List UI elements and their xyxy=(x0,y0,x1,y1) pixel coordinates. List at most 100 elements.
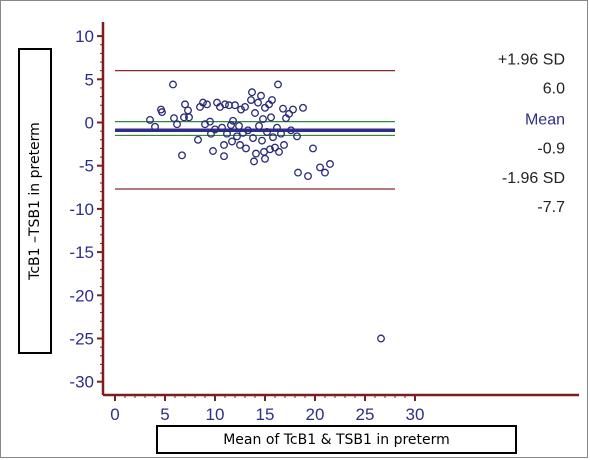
data-point xyxy=(218,123,226,132)
data-point xyxy=(267,113,275,122)
data-point xyxy=(263,128,271,136)
reference-lines xyxy=(115,70,395,190)
data-point xyxy=(257,91,265,100)
data-point xyxy=(203,100,211,109)
data-point xyxy=(185,113,193,122)
x-tick-label: 15 xyxy=(256,405,275,424)
y-tick-label: 0 xyxy=(85,114,94,133)
data-point xyxy=(252,149,260,158)
ref-name-label-2: -1.96 SD xyxy=(502,170,565,187)
data-point xyxy=(255,122,263,130)
data-point xyxy=(229,116,237,125)
data-point xyxy=(277,129,285,138)
data-point xyxy=(248,88,256,97)
data-point xyxy=(273,123,281,132)
data-point xyxy=(377,334,385,343)
y-tick-label: 5 xyxy=(85,70,94,89)
data-point xyxy=(254,98,262,107)
data-point xyxy=(271,143,279,152)
data-point xyxy=(275,147,283,156)
data-point xyxy=(242,144,250,153)
data-point xyxy=(178,151,186,160)
data-point xyxy=(244,126,252,135)
data-point xyxy=(184,106,192,115)
data-point xyxy=(309,144,317,153)
data-points xyxy=(146,80,385,343)
data-point xyxy=(169,80,177,89)
y-axis-label: TcB1 –TSB1 in preterm xyxy=(27,122,43,280)
data-point xyxy=(199,98,207,107)
data-point xyxy=(233,132,241,141)
ref-name-label-0: +1.96 SD xyxy=(498,52,565,69)
data-point xyxy=(247,96,255,104)
x-axis-label: Mean of TcB1 & TSB1 in preterm xyxy=(223,432,450,448)
y-tick-label: -25 xyxy=(69,330,94,349)
x-axis-label-box: Mean of TcB1 & TSB1 in preterm xyxy=(156,425,517,454)
data-point xyxy=(269,133,277,142)
x-tick-label: 0 xyxy=(110,405,119,424)
x-tick-labels: 0 5 10 15 20 25 30 xyxy=(110,395,424,424)
data-point xyxy=(223,129,231,138)
ref-value-label-1: -0.9 xyxy=(537,140,565,157)
data-point xyxy=(235,122,243,130)
data-point xyxy=(274,80,282,89)
data-point xyxy=(261,154,269,163)
data-point xyxy=(268,96,276,104)
data-point xyxy=(251,109,259,117)
data-point xyxy=(181,100,189,109)
y-tick-label: -30 xyxy=(69,373,94,392)
y-tick-label: -10 xyxy=(69,200,94,219)
data-point xyxy=(285,109,293,118)
data-point xyxy=(173,120,181,129)
x-tick-label: 25 xyxy=(356,405,375,424)
data-point xyxy=(299,103,307,112)
data-point xyxy=(151,122,159,131)
data-point xyxy=(279,104,287,113)
data-point xyxy=(241,102,249,111)
ref-name-label-1: Mean xyxy=(525,111,565,128)
data-point xyxy=(236,141,244,149)
data-point xyxy=(287,126,295,135)
data-point xyxy=(180,113,188,122)
data-point xyxy=(289,105,297,114)
data-point xyxy=(326,160,334,168)
data-point xyxy=(158,108,166,117)
data-point xyxy=(206,117,214,126)
data-point xyxy=(231,101,239,110)
x-tick-label: 10 xyxy=(206,405,225,424)
data-point xyxy=(293,132,301,141)
data-point xyxy=(250,157,258,166)
reference-labels: +1.96 SD 6.0 Mean -0.9 -1.96 SD -7.7 xyxy=(498,52,565,216)
y-axis-label-box: TcB1 –TSB1 in preterm xyxy=(18,48,52,354)
x-tick-label: 5 xyxy=(160,405,169,424)
axes xyxy=(101,22,579,397)
data-point xyxy=(146,115,154,124)
data-point xyxy=(211,125,219,134)
data-point xyxy=(220,141,228,149)
data-point xyxy=(294,168,302,177)
data-point xyxy=(259,115,267,123)
data-point xyxy=(228,137,236,146)
data-point xyxy=(207,129,215,138)
data-point xyxy=(237,105,245,114)
y-tick-label: -5 xyxy=(79,157,94,176)
x-tick-label: 20 xyxy=(306,405,325,424)
y-tick-label: -15 xyxy=(69,243,94,262)
data-point xyxy=(316,163,324,172)
ref-value-label-2: -7.7 xyxy=(537,199,565,216)
data-point xyxy=(194,135,202,144)
ref-value-label-0: 6.0 xyxy=(543,81,565,98)
y-tick-label: 10 xyxy=(75,27,94,46)
y-tick-label: -20 xyxy=(69,286,94,305)
x-tick-label: 30 xyxy=(406,405,425,424)
data-point xyxy=(304,172,312,181)
data-point xyxy=(280,141,288,149)
data-point xyxy=(220,152,228,161)
data-point xyxy=(227,121,235,130)
data-point xyxy=(221,100,229,109)
data-point xyxy=(321,168,329,177)
data-point xyxy=(258,136,266,145)
data-point xyxy=(170,114,178,123)
